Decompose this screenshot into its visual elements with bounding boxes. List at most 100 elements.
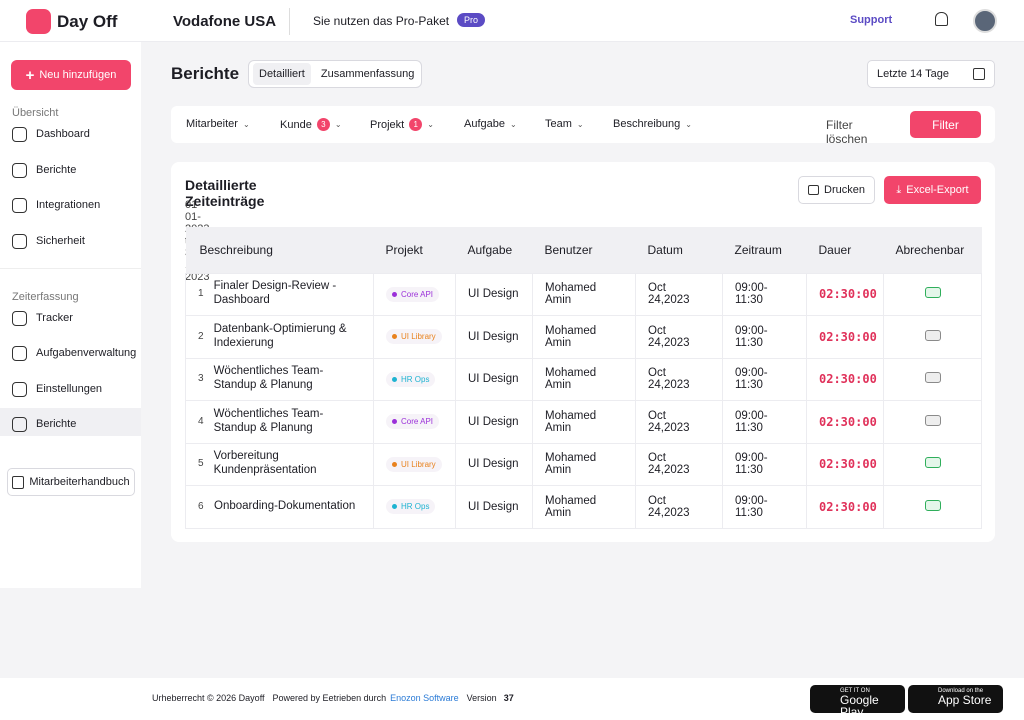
store-name: App Store [938,693,992,707]
column-header: Aufgabe [455,227,533,273]
cell: 09:00-11:30 [722,315,807,359]
cell [883,442,982,486]
cell: Oct 24,2023 [635,400,723,444]
nav-item[interactable]: Dashboard [12,124,90,144]
nav-label: Sicherheit [36,235,85,247]
page-title: Berichte [171,64,240,83]
project-tag: HR Ops [386,499,436,515]
handbook-label: Mitarbeiterhandbuch [29,476,130,488]
filter-label: Projekt [370,118,405,131]
nav-item[interactable]: Berichte [12,160,76,180]
store-name: Google Play [840,693,879,719]
filter-dropdown[interactable]: Aufgabe ⌄ [464,118,517,130]
filter-dropdown[interactable]: Kunde 3 ⌄ [280,118,342,131]
tab[interactable]: Detailliert [253,63,311,85]
header: Day Off Vodafone USA Sie nutzen das Pro-… [0,0,1024,42]
footer-text: Urheberrecht © 2026 Dayoff Powered by Eet… [152,693,514,703]
cell: UI Design [455,442,533,486]
cell: 02:30:00 [806,272,884,316]
support-link[interactable]: Support [850,14,893,26]
cell: 09:00-11:30 [722,400,807,444]
task: UI Design [468,288,519,301]
chevron: ⌄ [427,120,434,129]
nav-icon [12,310,27,326]
cell: 02:30:00 [806,442,884,486]
powered-company[interactable]: Enozon Software [390,693,459,703]
clear-filters[interactable]: Filter löschen [826,118,868,146]
nav-item[interactable]: Sicherheit [12,231,85,251]
nav-item[interactable]: Aufgabenverwaltung [12,343,136,363]
bell[interactable] [935,12,948,26]
nav-item[interactable]: Tracker [12,308,73,328]
table-title: Detaillierte Zeiteinträge [185,177,265,209]
cell: UI Design [455,485,533,529]
filter-dropdown[interactable]: Team ⌄ [545,118,584,130]
export-button[interactable]: ⤓ Excel-Export [884,176,981,204]
desc-wrap: 2 Datenbank-Optimierung & Indexierung [198,323,361,351]
store-badge[interactable]: GET IT ON Google Play [810,685,905,718]
store-badge[interactable]: Download on the App Store [908,685,1003,713]
sidebar: + Neu hinzufügen Übersicht Dashboard Bericht… [0,42,141,588]
date-picker[interactable]: Letzte 14 Tage [867,60,995,88]
user: Mohamed Amin [545,494,597,519]
duration: 02:30:00 [819,414,877,429]
print-button[interactable]: Drucken [798,176,875,204]
filter-label: Aufgabe [464,118,505,130]
billable-icon [924,329,941,341]
cell: HR Ops [373,357,456,401]
brand: Day Off [57,12,118,31]
store-small: GET IT ON [840,688,870,694]
task: UI Design [468,458,519,471]
description: Wöchentliches Team-Standup & Planung [213,407,324,434]
project-tag: UI Library [386,456,442,472]
tag-dot [392,334,397,340]
time: 09:00-11:30 [735,282,768,307]
export-label: Excel-Export [906,184,969,196]
cell: Mohamed Amin [532,485,636,529]
nav-item[interactable]: Einstellungen [12,379,102,399]
section-title: Zeiterfassung [12,291,79,303]
filter-bar [171,106,995,143]
avatar[interactable] [973,9,997,33]
time: 09:00-11:30 [735,452,768,477]
nav-icon [12,416,27,432]
cell: 3 Wöchentliches Team-Standup & Planung [185,357,374,401]
desc-wrap: 6 Onboarding-Dokumentation [198,500,361,514]
filter-dropdown[interactable]: Beschreibung ⌄ [613,118,692,130]
plan-text: Sie nutzen das Pro-Paket [313,14,450,28]
cell: Oct 24,2023 [635,442,723,486]
handbook-button[interactable]: Mitarbeiterhandbuch [7,468,135,496]
description: Wöchentliches Team-Standup & Planung [213,365,324,392]
tab[interactable]: Zusammenfassung [320,68,415,80]
divider [0,268,141,269]
cell: Mohamed Amin [532,315,636,359]
tag-dot [392,504,397,510]
filter-dropdown[interactable]: Projekt 1 ⌄ [370,118,434,131]
project-tag: Core API [386,414,440,430]
chevron: ⌄ [685,119,692,129]
time: 09:00-11:30 [735,494,768,519]
description: Datenbank-Optimierung & Indexierung [213,322,347,349]
chevron: ⌄ [242,119,250,129]
cell: Oct 24,2023 [635,357,723,401]
nav-item[interactable]: Berichte [12,414,76,434]
cell: UI Design [455,272,533,316]
cell: 02:30:00 [806,485,884,529]
task: UI Design [468,415,519,428]
copyright: Urheberrecht © 2026 Dayoff [152,693,265,703]
filter-button[interactable]: Filter [910,111,981,138]
filter-dropdown[interactable]: Mitarbeiter ⌄ [186,118,250,130]
cell: 02:30:00 [806,357,884,401]
billable-icon [924,372,941,384]
add-button[interactable]: + Neu hinzufügen [11,60,131,90]
duration: 02:30:00 [819,329,877,344]
nav-item[interactable]: Integrationen [12,195,100,215]
user: Mohamed Amin [545,367,597,392]
column-header: Datum [635,227,723,273]
cell: 2 Datenbank-Optimierung & Indexierung [185,315,374,359]
table-row: 4 Wöchentliches Team-Standup & Planung Cor… [185,400,982,444]
desc-wrap: 1 Finaler Design-Review - Dashboard [198,280,361,308]
printer-icon [808,185,820,195]
cell: Mohamed Amin [532,357,636,401]
cell: UI Library [373,315,456,359]
